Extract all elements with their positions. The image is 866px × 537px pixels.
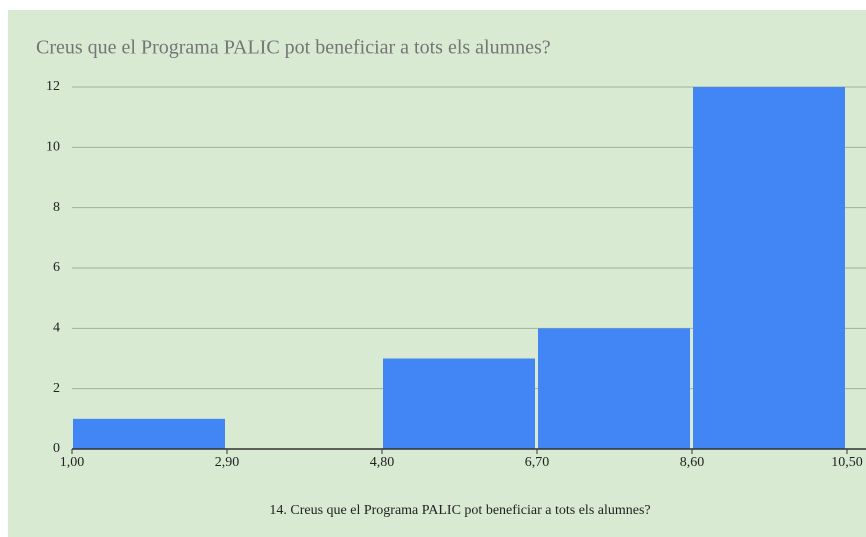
x-tick-label: 8,60 <box>680 455 705 470</box>
x-axis-title: 14. Creus que el Programa PALIC pot bene… <box>269 503 650 518</box>
x-tick-label: 10,50 <box>831 455 863 470</box>
y-tick-label: 4 <box>53 321 60 336</box>
x-tick-label: 4,80 <box>370 455 395 470</box>
y-tick-label: 10 <box>46 140 60 155</box>
chart-title: Creus que el Programa PALIC pot benefici… <box>36 37 551 59</box>
x-tick-label: 6,70 <box>525 455 550 470</box>
y-tick-label: 12 <box>46 79 60 94</box>
y-tick-label: 0 <box>53 441 60 456</box>
bar <box>383 358 535 449</box>
y-tick-label: 2 <box>53 381 60 396</box>
bar <box>73 418 225 449</box>
bar <box>693 87 845 449</box>
x-tick-label: 2,90 <box>215 455 240 470</box>
y-tick-label: 6 <box>53 260 60 275</box>
y-tick-label: 8 <box>53 200 60 215</box>
bar <box>538 328 690 449</box>
x-tick-label: 1,00 <box>60 455 85 470</box>
